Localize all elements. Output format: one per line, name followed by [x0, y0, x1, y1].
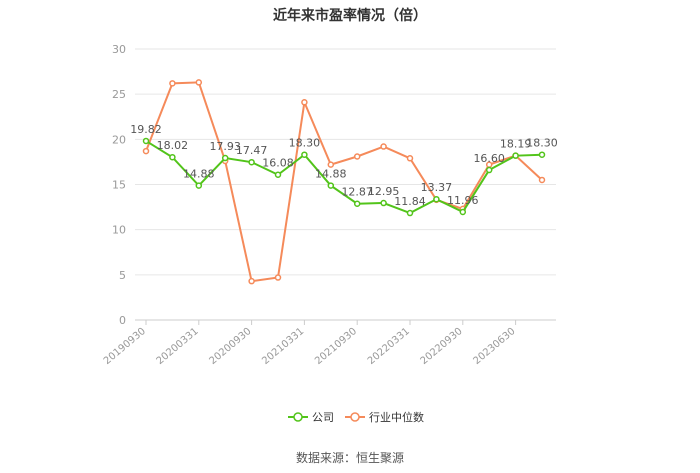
- x-tick-label: 20230630: [471, 326, 517, 367]
- y-tick-label: 25: [112, 88, 126, 101]
- data-label: 17.47: [236, 144, 268, 157]
- data-point[interactable]: [406, 155, 414, 162]
- series-line-1: [145, 81, 543, 283]
- legend-marker: [350, 412, 360, 422]
- x-axis-ticks: 20190930 20200331 20200930 20210331 20210930…: [102, 320, 518, 367]
- data-point[interactable]: [301, 151, 308, 158]
- data-label: 18.30: [526, 137, 558, 150]
- legend-label: 行业中位数: [369, 410, 424, 424]
- x-tick-label: 20220930: [419, 326, 465, 367]
- data-point[interactable]: [327, 182, 335, 189]
- data-label: 11.84: [394, 195, 426, 208]
- y-tick-label: 20: [112, 133, 126, 146]
- data-label: 11.96: [447, 194, 479, 207]
- x-tick-label: 20220331: [366, 326, 412, 367]
- data-point[interactable]: [433, 195, 440, 203]
- legend-label: 公司: [312, 411, 334, 424]
- legend[interactable]: 公司 行业中位数: [288, 410, 424, 424]
- y-axis-ticks: 0 5 10 15 20 25 30: [112, 43, 126, 327]
- data-point[interactable]: [195, 182, 203, 189]
- data-label: 18.02: [157, 139, 189, 152]
- data-label: 19.82: [130, 123, 162, 136]
- data-label: 12.87: [341, 186, 373, 199]
- data-point[interactable]: [142, 147, 150, 155]
- data-point[interactable]: [512, 152, 519, 159]
- data-label: 18.30: [289, 137, 321, 150]
- x-tick-label: 20210331: [260, 326, 306, 367]
- series-line-0: [145, 140, 543, 215]
- chart-title: 近年来市盈率情况（倍）: [273, 7, 427, 24]
- y-tick-label: 30: [112, 43, 126, 56]
- y-tick-label: 10: [112, 224, 126, 237]
- data-point[interactable]: [380, 143, 387, 150]
- data-point[interactable]: [169, 153, 176, 161]
- data-point[interactable]: [485, 166, 493, 174]
- y-tick-label: 0: [119, 314, 126, 327]
- data-point[interactable]: [195, 79, 203, 86]
- data-label: 18.19: [500, 138, 532, 151]
- x-tick-label: 20200331: [155, 326, 201, 367]
- legend-item-0[interactable]: 公司: [288, 411, 334, 424]
- data-point[interactable]: [248, 277, 255, 285]
- legend-item-1[interactable]: 行业中位数: [345, 410, 424, 424]
- data-label: 13.37: [421, 181, 453, 194]
- data-point[interactable]: [538, 176, 546, 184]
- data-point[interactable]: [459, 208, 467, 216]
- data-source: 数据来源：恒生聚源: [296, 450, 404, 465]
- data-label: 16.60: [473, 152, 505, 165]
- data-point[interactable]: [221, 154, 229, 162]
- data-label: 12.95: [368, 185, 400, 198]
- x-tick-label: 20190930: [102, 326, 148, 367]
- data-point[interactable]: [274, 274, 282, 281]
- x-tick-label: 20210930: [313, 326, 359, 367]
- data-point[interactable]: [274, 171, 282, 178]
- data-label: 14.88: [183, 168, 215, 181]
- data-point[interactable]: [327, 161, 335, 168]
- data-point[interactable]: [380, 199, 387, 207]
- data-point[interactable]: [538, 151, 546, 158]
- data-point[interactable]: [353, 153, 361, 160]
- y-tick-label: 15: [112, 179, 126, 192]
- data-point[interactable]: [248, 158, 255, 166]
- legend-marker: [293, 412, 303, 422]
- y-tick-label: 5: [119, 269, 126, 282]
- data-point[interactable]: [169, 80, 176, 87]
- data-label: 16.08: [262, 157, 294, 170]
- data-label: 17.93: [209, 140, 241, 153]
- grid-lines: [135, 48, 556, 321]
- series-lines: [142, 79, 546, 285]
- data-point[interactable]: [301, 99, 308, 106]
- x-tick-label: 20200930: [207, 326, 253, 367]
- data-point[interactable]: [353, 200, 361, 207]
- data-point[interactable]: [142, 137, 150, 145]
- data-label: 14.88: [315, 168, 347, 181]
- data-point[interactable]: [406, 209, 414, 217]
